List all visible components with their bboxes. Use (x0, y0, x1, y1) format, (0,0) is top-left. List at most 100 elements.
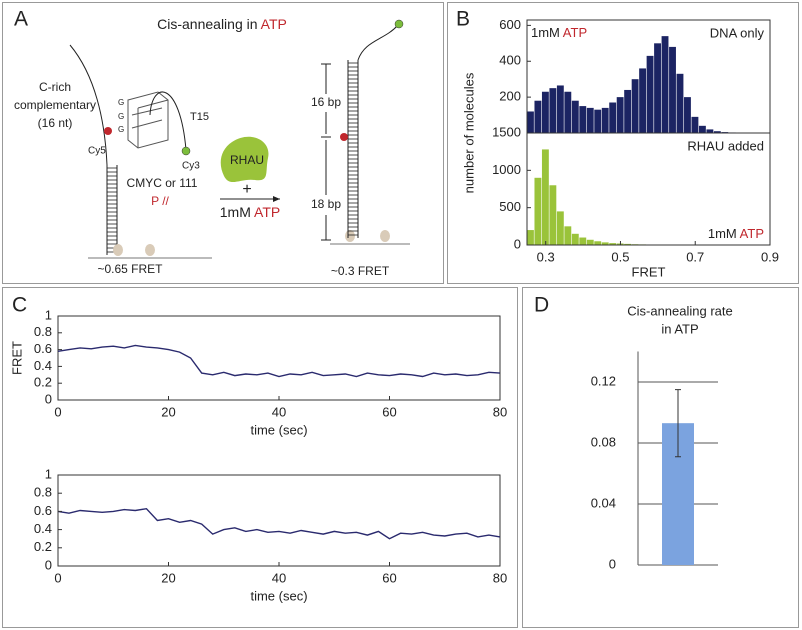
annotation-text: 1mM (708, 226, 737, 241)
histogram-bar (676, 73, 684, 133)
x-tick-label: 40 (272, 404, 286, 419)
y-tick-label: 0 (45, 391, 52, 406)
cy3-dot (181, 146, 191, 156)
title-text: Cis-annealing in (157, 16, 257, 32)
histogram-bar (534, 100, 542, 133)
diagram-title: Cis-annealing in ATP (157, 16, 287, 32)
cy5-dot (340, 133, 348, 141)
label: P // (151, 194, 169, 208)
plot-frame (57, 474, 501, 567)
condition-highlight: ATP (254, 204, 280, 220)
label: complementary (14, 98, 96, 112)
y-tick-label: 200 (499, 89, 521, 104)
label: ~0.65 FRET (97, 262, 163, 276)
y-tick-label: 1 (45, 466, 52, 481)
plot-frame (57, 315, 501, 401)
y-tick-label: 0 (514, 236, 521, 251)
annotation-highlight: ATP (563, 25, 587, 40)
label: Cy3 (182, 161, 200, 172)
label: Cy5 (88, 146, 106, 157)
histogram-bar (669, 46, 676, 133)
panel-b-border (447, 2, 799, 284)
label: 16 bp (311, 95, 341, 109)
y-tick-label: 0.4 (34, 358, 52, 373)
histogram-bar (661, 36, 669, 134)
label: 18 bp (311, 197, 341, 211)
histogram-bar (594, 241, 602, 245)
y-tick-label: 0.2 (34, 375, 52, 390)
label: + (242, 181, 251, 198)
rungs (107, 167, 117, 253)
annotation-highlight: ATP (740, 226, 764, 241)
histogram-bar (691, 116, 699, 133)
histogram-bar (571, 233, 579, 245)
y-tick-label: 1000 (492, 162, 521, 177)
x-tick-label: 0 (54, 404, 61, 419)
diagram: Cis-annealing in ATP G G G C-rich comple… (14, 16, 410, 278)
x-tick-label: 60 (382, 570, 396, 585)
x-axis-label: time (sec) (250, 588, 307, 603)
y-tick-label: 500 (499, 199, 521, 214)
y-axis-label: FRET (9, 341, 24, 375)
x-tick-label: 80 (493, 570, 507, 585)
cy5-dot (104, 127, 112, 135)
histogram-bar (631, 79, 639, 133)
histogram-bar (639, 68, 647, 133)
y-tick-label: 0.04 (591, 495, 616, 510)
y-tick-label: 600 (499, 17, 521, 32)
y-tick-label: 0.6 (34, 341, 52, 356)
histogram-bar (624, 89, 632, 133)
y-tick-label: 1 (45, 307, 52, 322)
g-letter: G (118, 112, 124, 121)
histogram-bar (684, 97, 691, 133)
annotation: 1mM ATP (708, 226, 764, 241)
subtitle: RHAU added (687, 138, 764, 153)
y-tick-label: 0 (609, 556, 616, 571)
x-tick-label: 40 (272, 570, 286, 585)
x-tick-label: 0.9 (761, 249, 779, 264)
x-axis-label: time (sec) (250, 422, 307, 437)
y-tick-label: 0.4 (34, 521, 52, 536)
label: T15 (190, 111, 209, 123)
histogram-bar (713, 131, 721, 133)
y-tick-label: 1500 (492, 124, 521, 139)
trace (57, 344, 501, 378)
histogram-bar (579, 237, 587, 245)
y-tick-label: 0.08 (591, 434, 616, 449)
label: RHAU (230, 153, 264, 167)
y-tick-label: 400 (499, 53, 521, 68)
y-tick-label: 0.8 (34, 485, 52, 500)
y-tick-label: 0 (45, 557, 52, 572)
arrowhead (273, 196, 280, 202)
histogram-bar (549, 185, 557, 245)
panel-label: D (534, 294, 549, 317)
cy3-dot (394, 19, 404, 29)
y-axis-label: number of molecules (461, 72, 476, 193)
y-tick-label: 0.12 (591, 373, 616, 388)
plot-frame (526, 132, 771, 246)
histogram-bar (609, 102, 617, 133)
label: 1mM ATP (220, 204, 280, 220)
histogram-bar (616, 97, 624, 133)
error-bar (675, 389, 681, 458)
histogram-bar (624, 243, 632, 245)
anchor (345, 230, 355, 242)
trace (57, 507, 501, 540)
rhau-blob (220, 136, 269, 183)
histogram-bar (698, 125, 706, 133)
panel-label: A (14, 8, 28, 31)
histogram-bar (564, 226, 572, 245)
g-letter: G (118, 98, 124, 107)
anchor (113, 244, 123, 256)
anchor (380, 230, 390, 242)
label: (16 nt) (38, 116, 73, 130)
x-tick-label: 0.3 (537, 249, 555, 264)
panel-label: C (12, 294, 27, 317)
y-tick-label: 0.2 (34, 539, 52, 554)
histogram-bar (527, 111, 534, 133)
y-tick-label: 0.8 (34, 324, 52, 339)
histogram-bar (541, 91, 549, 133)
histogram-bar (564, 91, 572, 133)
panel-c-border (2, 287, 518, 628)
x-tick-label: 0.7 (686, 249, 704, 264)
